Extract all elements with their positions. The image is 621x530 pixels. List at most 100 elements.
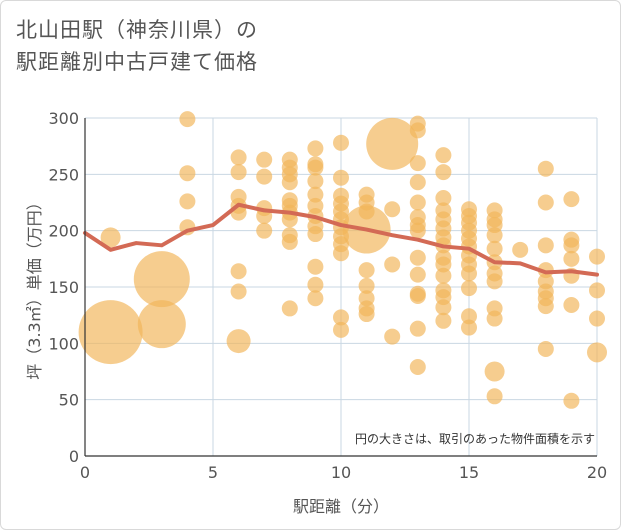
- bubble-point: [461, 319, 477, 336]
- size-annotation: 円の大きさは、取引のあった物件面積を示す: [355, 431, 595, 446]
- bubble-point: [461, 280, 477, 297]
- bubble-point: [281, 211, 298, 228]
- bubble-point: [435, 267, 452, 284]
- bubble-point: [409, 288, 426, 305]
- bubble-point: [435, 147, 452, 164]
- x-tick-labels: 0 5 10 15 20: [80, 463, 607, 482]
- bubble-point: [409, 266, 426, 283]
- bubble-point: [230, 263, 247, 280]
- bubble-point: [333, 134, 349, 151]
- bubble-point: [333, 309, 349, 326]
- bubble-point: [78, 300, 143, 365]
- y-tick-label: 50: [59, 391, 79, 410]
- y-tick-label: 250: [48, 165, 79, 184]
- bubble-point: [486, 388, 503, 405]
- bubble-point: [435, 299, 452, 316]
- bubble-point: [384, 201, 401, 218]
- bubble-point: [409, 122, 426, 139]
- bubble-point: [461, 308, 477, 325]
- y-tick-label: 300: [48, 109, 79, 128]
- bubble-point: [563, 392, 580, 409]
- bubble-point: [333, 245, 349, 262]
- bubble-point: [358, 306, 375, 323]
- bubble-point: [435, 189, 452, 206]
- x-tick-label: 15: [459, 463, 479, 482]
- bubble-point: [307, 226, 324, 243]
- x-tick-label: 5: [208, 463, 218, 482]
- bubble-point: [281, 300, 298, 317]
- y-axis-title: 坪（3.3㎡）単価（万円）: [25, 194, 44, 379]
- bubble-point: [307, 159, 324, 176]
- bubble-point: [307, 258, 324, 275]
- chart-title-line-2: 駅距離別中古戸建て価格: [16, 50, 258, 74]
- bubble-point: [179, 193, 196, 210]
- bubble-point: [256, 151, 273, 168]
- y-tick-label: 100: [48, 334, 79, 353]
- bubble-point: [281, 174, 298, 191]
- bubble-point: [563, 191, 580, 208]
- bubble-point: [358, 277, 375, 294]
- bubble-point: [409, 194, 426, 211]
- bubble-point: [307, 290, 324, 307]
- bubble-point: [366, 117, 419, 170]
- bubble-point: [307, 276, 324, 293]
- bubble-point: [307, 140, 324, 157]
- y-tick-label: 150: [48, 278, 79, 297]
- bubble-point: [409, 174, 426, 191]
- bubble-point: [137, 300, 186, 349]
- bubble-point: [333, 169, 349, 186]
- bubble-point: [358, 203, 375, 220]
- bubble-point: [307, 186, 324, 203]
- bubble-point: [563, 250, 580, 267]
- chart-title-line-1: 北山田駅（神奈川県）の: [16, 18, 258, 42]
- bubble-point: [589, 310, 605, 327]
- y-tick-labels: 0 50 100 150 200 250 300: [48, 109, 79, 466]
- bubble-point: [409, 358, 426, 375]
- bubble-point: [435, 164, 452, 181]
- bubble-point: [512, 241, 529, 258]
- x-tick-label: 10: [331, 463, 351, 482]
- bubble-point: [384, 328, 401, 345]
- y-tick-label: 200: [48, 222, 79, 241]
- bubble-point: [587, 342, 607, 363]
- bubble-point: [256, 168, 273, 185]
- bubble-point: [307, 173, 324, 190]
- bubble-point: [226, 329, 251, 354]
- bubble-point: [484, 361, 505, 382]
- bubble-point: [537, 298, 554, 315]
- bubble-point: [100, 227, 121, 248]
- bubble-point: [589, 248, 605, 265]
- bubble-point: [409, 222, 426, 239]
- bubble-point: [281, 233, 298, 250]
- bubble-point: [461, 265, 477, 282]
- bubble-point: [537, 237, 554, 254]
- x-tick-label: 0: [80, 463, 90, 482]
- axes: [84, 118, 597, 457]
- bubble-series: [78, 111, 607, 409]
- bubble-point: [230, 164, 247, 181]
- bubble-point: [358, 262, 375, 279]
- bubble-point: [384, 256, 401, 273]
- chart-title: 北山田駅（神奈川県）の 駅距離別中古戸建て価格: [16, 14, 258, 78]
- bubble-point: [537, 340, 554, 357]
- x-axis-title: 駅距離（分）: [293, 497, 389, 516]
- bubble-point: [537, 160, 554, 177]
- x-tick-label: 20: [587, 463, 607, 482]
- bubble-point: [486, 273, 503, 290]
- bubble-point: [435, 256, 452, 273]
- bubble-point: [537, 194, 554, 211]
- bubble-point: [486, 310, 503, 327]
- bubble-point: [333, 321, 349, 338]
- bubble-point: [256, 222, 273, 239]
- average-price-line: [83, 202, 599, 277]
- bubble-point: [563, 237, 580, 254]
- y-tick-label: 0: [69, 447, 79, 466]
- bubble-point: [179, 165, 196, 182]
- bubble-point: [133, 251, 190, 308]
- bubble-point: [486, 240, 503, 257]
- bubble-point: [563, 297, 580, 314]
- bubble-point: [179, 111, 196, 128]
- bubble-point: [409, 249, 426, 266]
- bubble-point: [435, 312, 452, 329]
